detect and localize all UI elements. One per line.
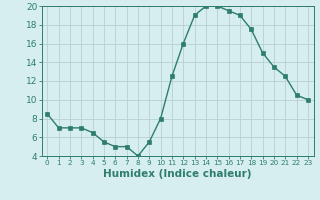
X-axis label: Humidex (Indice chaleur): Humidex (Indice chaleur) <box>103 169 252 179</box>
